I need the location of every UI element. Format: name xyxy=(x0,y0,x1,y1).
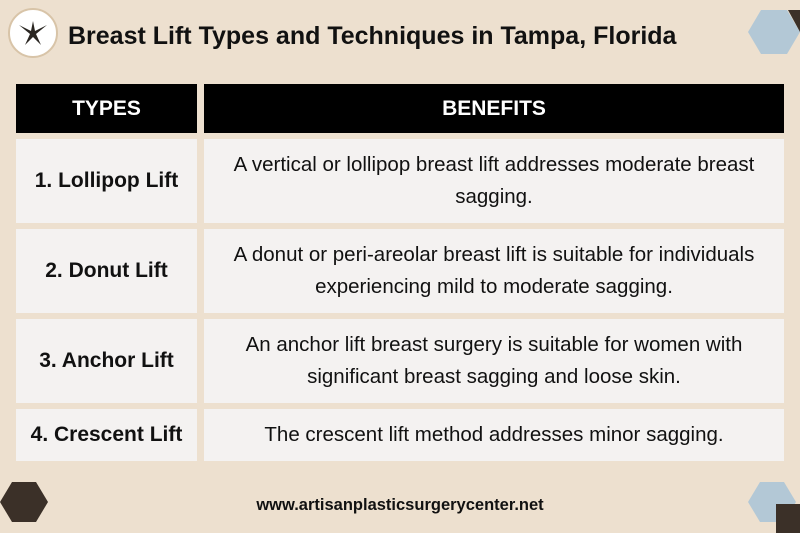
logo xyxy=(8,8,58,58)
hexagon-decoration-bottom-left xyxy=(0,482,48,522)
type-cell: 3. Anchor Lift xyxy=(16,319,197,403)
column-header-benefits: BENEFITS xyxy=(204,84,784,133)
benefit-cell: A vertical or lollipop breast lift addre… xyxy=(204,139,784,223)
type-cell: 2. Donut Lift xyxy=(16,229,197,313)
breast-lift-table: TYPES BENEFITS 1. Lollipop Lift A vertic… xyxy=(16,84,784,467)
benefit-cell: The crescent lift method addresses minor… xyxy=(204,409,784,461)
column-header-types: TYPES xyxy=(16,84,197,133)
website-url: www.artisanplasticsurgerycenter.net xyxy=(256,496,544,514)
benefit-cell: An anchor lift breast surgery is suitabl… xyxy=(204,319,784,403)
table-row: 3. Anchor Lift An anchor lift breast sur… xyxy=(16,319,784,403)
table-row: 2. Donut Lift A donut or peri-areolar br… xyxy=(16,229,784,313)
table-row: 4. Crescent Lift The crescent lift metho… xyxy=(16,409,784,461)
hexagon-decoration-top-right xyxy=(748,10,800,54)
type-cell: 1. Lollipop Lift xyxy=(16,139,197,223)
page-title: Breast Lift Types and Techniques in Tamp… xyxy=(68,22,677,50)
type-cell: 4. Crescent Lift xyxy=(16,409,197,461)
table-header-row: TYPES BENEFITS xyxy=(16,84,784,133)
benefit-cell: A donut or peri-areolar breast lift is s… xyxy=(204,229,784,313)
hexagon-decoration-bottom-right xyxy=(748,482,800,533)
bird-logo-icon xyxy=(19,21,47,45)
table-row: 1. Lollipop Lift A vertical or lollipop … xyxy=(16,139,784,223)
